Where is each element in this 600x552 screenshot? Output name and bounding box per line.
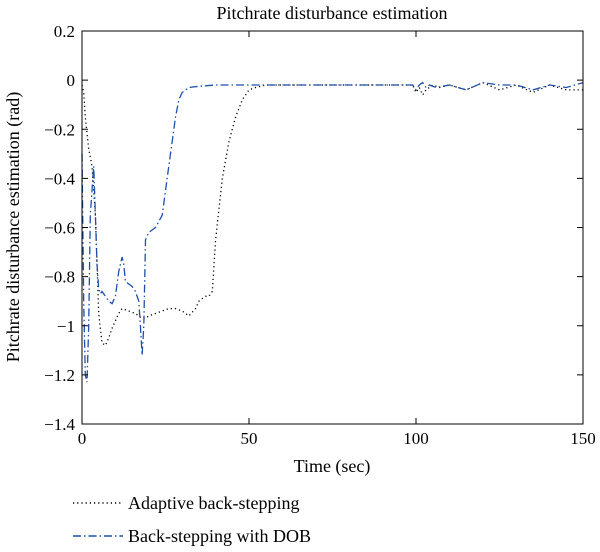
- y-tick-label: −1: [57, 317, 75, 336]
- legend-label-dob: Back-stepping with DOB: [128, 526, 311, 546]
- y-tick-label: −1.2: [44, 366, 75, 385]
- x-tick-label: 100: [403, 429, 429, 448]
- y-tick-label: 0.2: [54, 22, 75, 41]
- plot-lines: [81, 81, 584, 383]
- legend-label-adaptive: Adaptive back-stepping: [128, 493, 299, 513]
- x-axis-label: Time (sec): [294, 456, 371, 477]
- legend: Adaptive back-stepping Back-stepping wit…: [73, 493, 311, 546]
- y-tick-label: −1.4: [44, 415, 75, 434]
- chart-title: Pitchrate disturbance estimation: [217, 3, 448, 23]
- x-tick-label: 0: [78, 429, 87, 448]
- y-axis-label: Pitchrate disturbance estimation (rad): [3, 92, 24, 362]
- series-line-dob: [81, 81, 584, 383]
- y-tick-label: −0.2: [44, 120, 75, 139]
- y-tick-label: −0.6: [44, 219, 75, 238]
- plot-frame: [81, 30, 584, 425]
- x-tick-label: 150: [570, 429, 596, 448]
- axis-ticks: 0 50 100 150 −1.4 −1.2 −1 −0.8 −0.6 −0.4 −0.2 0 0.2: [44, 22, 596, 448]
- y-tick-label: −0.8: [44, 268, 75, 287]
- x-tick-label: 50: [241, 429, 258, 448]
- y-tick-label: 0: [67, 71, 76, 90]
- y-tick-label: −0.4: [44, 169, 75, 188]
- series-line-adaptive: [81, 81, 583, 347]
